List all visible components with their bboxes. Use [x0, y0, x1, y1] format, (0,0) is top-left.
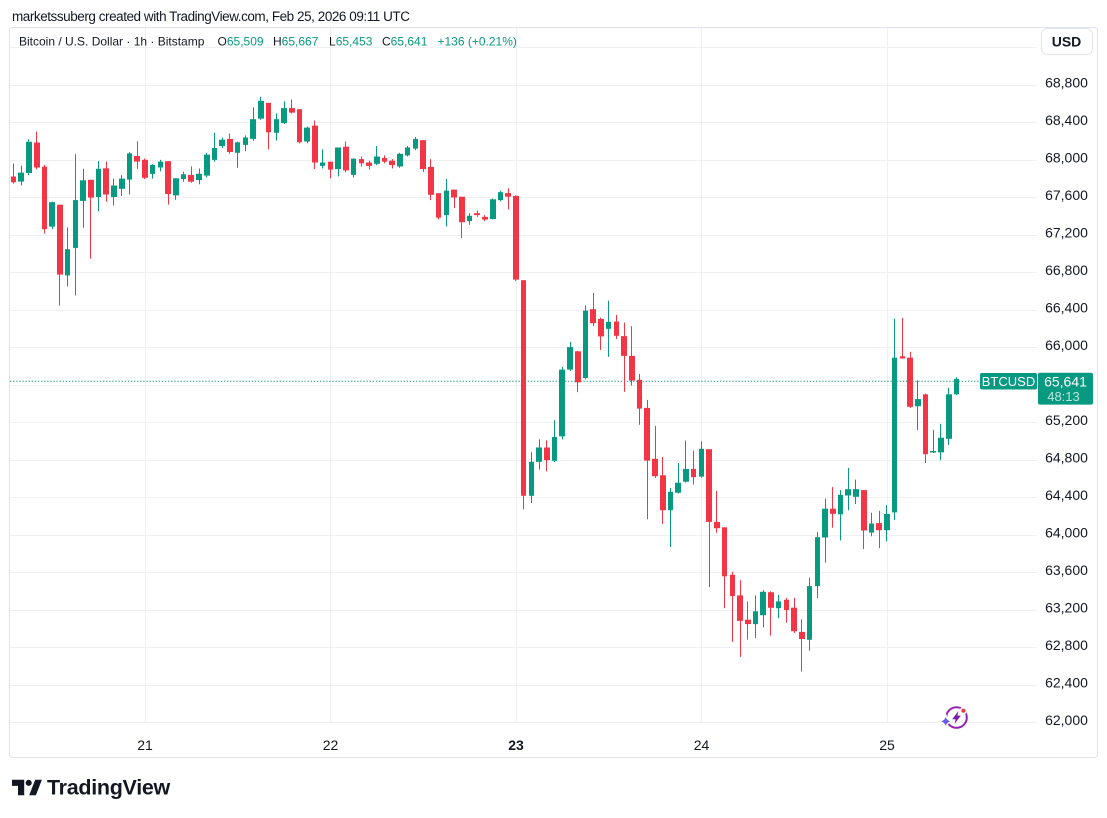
svg-text:63,200: 63,200: [1045, 600, 1088, 616]
svg-text:68,400: 68,400: [1045, 112, 1088, 128]
svg-text:65,200: 65,200: [1045, 412, 1088, 428]
svg-text:68,000: 68,000: [1045, 150, 1088, 166]
svg-text:25: 25: [879, 737, 895, 753]
svg-text:65,641: 65,641: [1044, 373, 1087, 389]
svg-text:22: 22: [323, 737, 339, 753]
svg-text:62,000: 62,000: [1045, 712, 1088, 728]
svg-text:68,800: 68,800: [1045, 75, 1088, 91]
svg-text:C65,641: C65,641: [382, 34, 428, 48]
svg-text:67,200: 67,200: [1045, 225, 1088, 241]
svg-text:64,000: 64,000: [1045, 525, 1088, 541]
svg-text:66,400: 66,400: [1045, 300, 1088, 316]
svg-text:H65,667: H65,667: [273, 34, 319, 48]
svg-text:63,600: 63,600: [1045, 562, 1088, 578]
svg-text:USD: USD: [1052, 34, 1082, 50]
svg-text:66,800: 66,800: [1045, 262, 1088, 278]
svg-text:21: 21: [137, 737, 153, 753]
svg-text:64,800: 64,800: [1045, 450, 1088, 466]
svg-text:TradingView: TradingView: [47, 776, 171, 800]
svg-text:O65,509: O65,509: [218, 34, 264, 48]
svg-text:24: 24: [694, 737, 710, 753]
svg-text:marketssuberg created with Tra: marketssuberg created with TradingView.c…: [12, 9, 410, 24]
svg-text:BTCUSD: BTCUSD: [982, 374, 1035, 389]
svg-text:62,400: 62,400: [1045, 675, 1088, 691]
svg-text:48:13: 48:13: [1047, 389, 1080, 404]
svg-text:67,600: 67,600: [1045, 187, 1088, 203]
svg-text:64,400: 64,400: [1045, 487, 1088, 503]
svg-text:+136 (+0.21%): +136 (+0.21%): [438, 34, 517, 48]
svg-text:L65,453: L65,453: [329, 34, 373, 48]
svg-text:Bitcoin / U.S. Dollar · 1h · B: Bitcoin / U.S. Dollar · 1h · Bitstamp: [19, 34, 205, 48]
svg-text:66,000: 66,000: [1045, 337, 1088, 353]
svg-text:62,800: 62,800: [1045, 637, 1088, 653]
svg-text:23: 23: [508, 737, 524, 753]
